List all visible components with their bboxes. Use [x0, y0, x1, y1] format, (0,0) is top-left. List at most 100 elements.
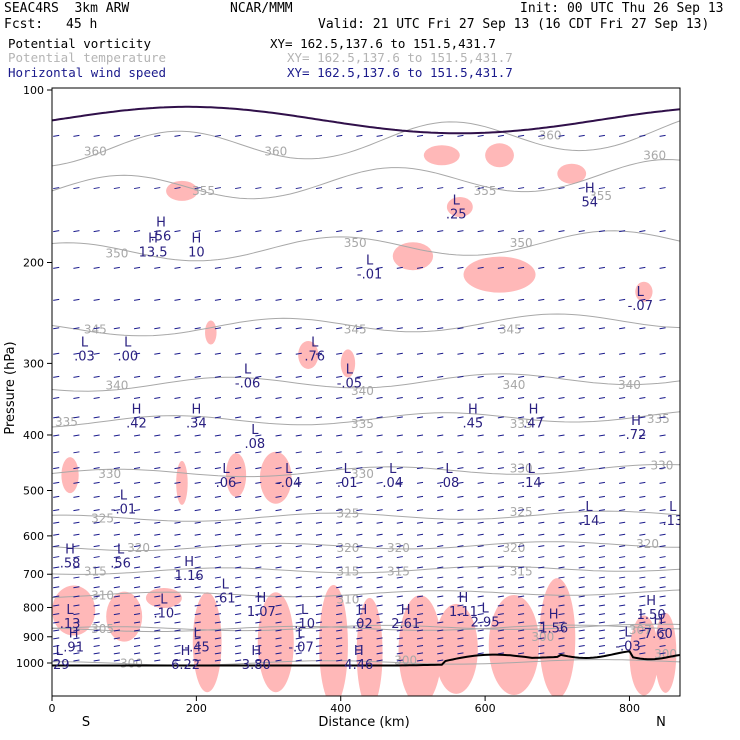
wind-arrow [558, 545, 565, 548]
wind-arrow [154, 629, 161, 632]
wind-arrow [255, 556, 262, 559]
wind-arrow [295, 495, 302, 498]
wind-arrow [356, 352, 363, 355]
north-end-label: N [656, 715, 666, 730]
wind-arrow [538, 595, 545, 598]
wind-arrow [194, 629, 201, 632]
wind-arrow [315, 629, 323, 632]
extremum-type: H [132, 403, 142, 418]
wind-arrow [73, 266, 80, 269]
wind-arrow [235, 576, 242, 579]
wind-arrow [477, 566, 484, 569]
theta-contour-line [52, 624, 680, 633]
wind-arrow [174, 495, 181, 498]
wind-arrow [73, 467, 80, 470]
wind-arrow [558, 230, 565, 233]
wind-arrow [315, 266, 323, 269]
wind-arrow [538, 352, 545, 355]
wind-arrow [295, 298, 302, 301]
extremum-value: .14 [579, 514, 600, 529]
wind-arrow [396, 613, 403, 616]
wind-arrow [639, 613, 646, 616]
wind-arrow [356, 637, 363, 640]
extremum-value: -.04 [276, 476, 301, 491]
extremum-value: 54 [581, 195, 598, 210]
wind-arrow [619, 629, 626, 632]
wind-arrow [295, 481, 302, 484]
extremum-value: .13 [60, 617, 81, 632]
wind-arrow [598, 566, 606, 569]
wind-arrow [356, 652, 363, 655]
wind-arrow [336, 533, 343, 536]
wind-arrow [538, 416, 545, 419]
wind-arrow [214, 396, 221, 399]
wind-arrow [416, 556, 424, 559]
wind-arrow [113, 604, 120, 607]
wind-arrow [194, 521, 201, 524]
wind-arrow [457, 495, 464, 498]
x-tick-label: 200 [186, 702, 207, 715]
wind-arrow [174, 545, 181, 548]
extremum-type: H [256, 591, 266, 606]
wind-arrow [235, 327, 242, 330]
wind-arrow [639, 644, 646, 647]
wind-arrow [416, 396, 424, 399]
wind-arrow [113, 134, 120, 137]
wind-arrow [133, 521, 141, 524]
wind-arrow [457, 416, 464, 419]
wind-arrow [497, 416, 504, 419]
wind-arrow [174, 134, 181, 137]
wind-arrow [598, 545, 606, 548]
wind-arrow [73, 621, 80, 624]
wind-arrow [659, 230, 666, 233]
wind-arrow [315, 375, 323, 378]
wind-arrow [376, 134, 383, 137]
wind-arrow [518, 352, 525, 355]
wind-arrow [174, 509, 181, 512]
wind-arrow [214, 521, 221, 524]
wind-arrow [133, 266, 141, 269]
wind-arrow [275, 187, 282, 190]
wind-arrow [336, 556, 343, 559]
wind-arrow [315, 566, 323, 569]
wind-arrow [356, 451, 363, 454]
wind-arrow [396, 230, 403, 233]
wind-arrow [396, 266, 403, 269]
wind-arrow [336, 187, 343, 190]
theta-contour-label: 300 [120, 657, 143, 671]
wind-arrow [315, 521, 323, 524]
wind-arrow [275, 629, 282, 632]
wind-arrow [255, 659, 262, 662]
wind-arrow [93, 621, 100, 624]
extremum-value: -.03 [615, 639, 640, 654]
wind-arrow [598, 509, 606, 512]
wind-arrow [356, 134, 363, 137]
wind-arrow [619, 586, 626, 589]
wind-arrow [235, 298, 242, 301]
wind-arrow [295, 509, 302, 512]
theta-contour-label: 335 [55, 415, 78, 429]
wind-arrow [336, 434, 343, 437]
wind-arrow [53, 659, 60, 662]
wind-arrow [275, 495, 282, 498]
wind-arrow [133, 416, 141, 419]
wind-arrow [457, 644, 464, 647]
wind-arrow [133, 545, 141, 548]
wind-arrow [214, 416, 221, 419]
wind-arrow [659, 298, 666, 301]
wind-arrow [214, 566, 221, 569]
wind-arrow [214, 451, 221, 454]
wind-arrow [53, 566, 60, 569]
pv-region [166, 180, 198, 201]
wind-arrow [619, 621, 626, 624]
wind-arrow [538, 481, 545, 484]
wind-arrow [497, 533, 504, 536]
theta-contour-label: 350 [510, 236, 533, 250]
wind-arrow [356, 375, 363, 378]
wind-arrow [194, 416, 201, 419]
wind-arrow [558, 652, 565, 655]
wind-arrow [578, 637, 585, 640]
wind-arrow [598, 230, 606, 233]
wind-arrow [659, 533, 666, 536]
wind-arrow [639, 298, 646, 301]
